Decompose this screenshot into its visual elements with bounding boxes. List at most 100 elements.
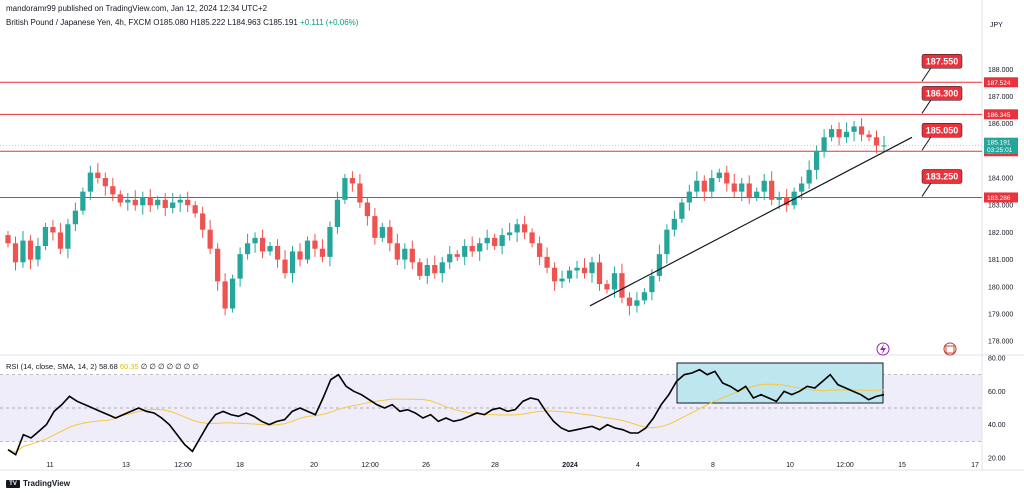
label-pointer <box>921 65 933 82</box>
candle-body <box>80 191 86 211</box>
time-tick-label: 4 <box>636 462 640 469</box>
candle-body <box>282 259 288 274</box>
candle-body <box>162 199 168 208</box>
candle-body <box>215 248 221 282</box>
candle-body <box>634 300 640 306</box>
candle-body <box>828 129 835 138</box>
candle-body <box>454 254 460 257</box>
price-tick-label: 187.000 <box>988 94 1013 101</box>
candle-body <box>57 232 64 249</box>
candle-body <box>551 267 558 282</box>
candle-body <box>259 237 266 252</box>
candle-body <box>574 267 580 271</box>
current-price-value: 185.191 <box>987 140 1011 147</box>
level-axis-tag-text: 183.286 <box>987 195 1011 202</box>
rsi-label: RSI (14, close, SMA, 14, 2) <box>6 362 97 371</box>
countdown-value: 03:25:01 <box>987 147 1013 154</box>
time-tick-label: 12:00 <box>361 462 379 469</box>
candle-body <box>769 180 775 200</box>
trendline <box>589 136 913 307</box>
candle-body <box>334 199 341 227</box>
candle-body <box>207 229 213 249</box>
time-tick-label: 10 <box>786 462 794 469</box>
candle-body <box>679 202 685 219</box>
candle-body <box>402 248 408 260</box>
candle-body <box>177 199 183 203</box>
symbol-name: British Pound / Japanese Yen, 4h, FXCM <box>6 18 151 27</box>
candle-body <box>813 150 820 170</box>
candle-body <box>626 297 633 306</box>
publisher-line: mandoramr99 published on TradingView.com… <box>6 4 268 13</box>
candle-body <box>724 172 730 184</box>
time-tick-label: 2024 <box>562 462 578 469</box>
candle-body <box>72 210 79 225</box>
candle-body <box>319 248 326 257</box>
footer-logo[interactable]: TV TradingView <box>6 479 70 488</box>
label-pointer <box>921 181 933 197</box>
candle-body <box>432 265 438 274</box>
candle-body <box>776 197 782 200</box>
time-tick-label: 15 <box>898 462 906 469</box>
candle-body <box>229 278 236 309</box>
candle-body <box>192 205 198 214</box>
candle-body <box>754 191 760 198</box>
candle-body <box>147 197 153 206</box>
candle-body <box>342 178 348 200</box>
candle-body <box>87 172 93 192</box>
candle-body <box>289 251 296 274</box>
candle-body <box>664 229 670 255</box>
candle-body <box>117 194 123 203</box>
ohlc-values: O185.080 H185.222 L184.963 C185.191 <box>153 18 298 27</box>
rsi-tick-label: 80.00 <box>988 356 1006 363</box>
candle-body <box>349 178 356 184</box>
candle-body <box>312 240 318 249</box>
candle-body <box>379 226 385 238</box>
candle-body <box>447 254 453 263</box>
candle-body <box>739 183 745 192</box>
candle-body <box>611 273 618 290</box>
level-label-text: 187.550 <box>926 56 959 66</box>
candle-body <box>267 246 273 252</box>
candle-body <box>5 235 11 244</box>
rsi-legend: RSI (14, close, SMA, 14, 2) 58.68 60.35 … <box>6 362 199 371</box>
lightning-icon[interactable] <box>876 342 890 356</box>
candle-body <box>185 199 191 206</box>
calendar-event-icon[interactable] <box>943 342 957 356</box>
level-label-text: 185.050 <box>926 125 959 135</box>
rsi-empty-values: ∅ ∅ ∅ ∅ ∅ ∅ ∅ <box>140 362 199 371</box>
candle-body <box>394 243 400 260</box>
candle-body <box>507 232 513 236</box>
candle-body <box>799 183 805 192</box>
candle-body <box>65 224 71 249</box>
candle-body <box>851 126 857 132</box>
candle-body <box>387 226 393 244</box>
rsi-tick-label: 20.00 <box>988 456 1006 463</box>
rsi-pane <box>7 362 885 456</box>
change-value: +0.111 (+0.06%) <box>300 18 359 27</box>
candle-body <box>843 131 850 138</box>
level-label-box <box>921 86 963 101</box>
level-label-box <box>921 123 963 138</box>
candle-body <box>514 224 520 233</box>
time-tick-label: 20 <box>310 462 318 469</box>
time-axis: 11 13 12:00 18 20 12:00 26 28 2024 4 8 10 12:00 15 17 <box>46 462 979 469</box>
candle-body <box>42 226 49 246</box>
candle-body <box>492 237 498 246</box>
candle-body <box>619 273 625 298</box>
price-tick-label: 179.000 <box>988 311 1013 318</box>
candle-body <box>95 172 101 179</box>
candle-body <box>589 262 595 274</box>
candle-body <box>20 240 26 263</box>
price-tick-label: 188.000 <box>988 67 1013 74</box>
candle-body <box>641 292 648 301</box>
time-tick-label: 12:00 <box>836 462 854 469</box>
candle-body <box>881 145 887 147</box>
candle-body <box>155 199 161 206</box>
time-tick-label: 26 <box>422 462 430 469</box>
rsi-tick-label: 40.00 <box>988 422 1006 429</box>
candle-body <box>836 129 842 138</box>
candle-body <box>140 197 146 206</box>
candle-body <box>364 202 371 217</box>
candle-body <box>125 199 131 203</box>
